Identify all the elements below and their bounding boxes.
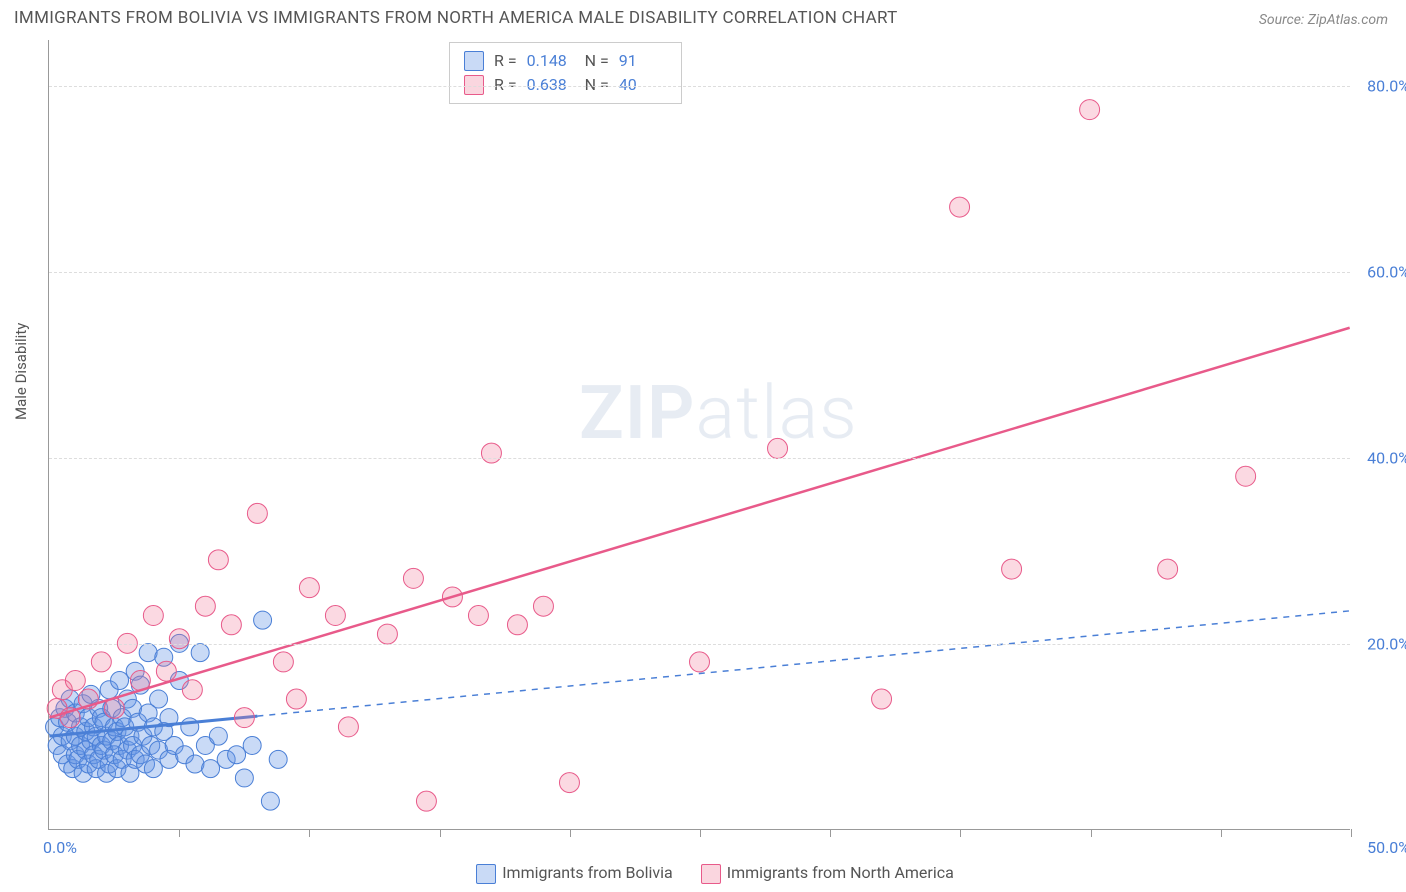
scatter-point	[65, 670, 85, 690]
x-tick	[960, 829, 961, 837]
scatter-point	[234, 708, 254, 728]
x-axis-max-label: 50.0%	[1367, 838, 1406, 857]
gridline	[49, 458, 1350, 459]
scatter-point	[533, 596, 553, 616]
scatter-point	[1158, 559, 1178, 579]
chart-title: IMMIGRANTS FROM BOLIVIA VS IMMIGRANTS FR…	[14, 8, 898, 28]
scatter-point	[768, 438, 788, 458]
scatter-point	[416, 791, 436, 811]
x-tick	[440, 829, 441, 837]
scatter-point	[403, 568, 423, 588]
scatter-point	[950, 197, 970, 217]
scatter-point	[247, 503, 267, 523]
scatter-point	[338, 717, 358, 737]
scatter-point	[325, 606, 345, 626]
scatter-point	[91, 652, 111, 672]
scatter-point	[377, 624, 397, 644]
y-tick-label: 20.0%	[1367, 635, 1406, 654]
scatter-point	[261, 792, 279, 810]
scatter-point	[507, 615, 527, 635]
swatch-icon	[701, 864, 721, 884]
swatch-icon	[476, 864, 496, 884]
legend-label: Immigrants from Bolivia	[502, 863, 673, 882]
gridline	[49, 86, 1350, 87]
scatter-point	[235, 769, 253, 787]
y-axis-label: Male Disability	[12, 323, 30, 420]
x-tick	[1221, 829, 1222, 837]
chart-plot-area: ZIPatlas R = 0.148 N = 91 R = 0.638 N = …	[48, 40, 1350, 830]
y-tick-label: 60.0%	[1367, 263, 1406, 282]
x-tick	[1351, 829, 1352, 837]
scatter-point	[690, 652, 710, 672]
x-tick	[570, 829, 571, 837]
scatter-point	[1080, 100, 1100, 120]
y-tick-label: 40.0%	[1367, 449, 1406, 468]
regression-line-extrapolated	[257, 611, 1349, 716]
scatter-point	[254, 611, 272, 629]
scatter-point	[299, 578, 319, 598]
scatter-point	[243, 736, 261, 754]
scatter-point	[156, 661, 176, 681]
scatter-point	[221, 615, 241, 635]
scatter-point	[169, 629, 189, 649]
x-tick	[700, 829, 701, 837]
scatter-point	[144, 760, 162, 778]
source-attribution: Source: ZipAtlas.com	[1259, 12, 1388, 28]
scatter-point	[191, 644, 209, 662]
scatter-point	[1236, 466, 1256, 486]
x-tick	[830, 829, 831, 837]
scatter-point	[269, 750, 287, 768]
scatter-point	[182, 680, 202, 700]
y-tick-label: 80.0%	[1367, 77, 1406, 96]
scatter-point	[273, 652, 293, 672]
scatter-svg	[49, 40, 1350, 829]
scatter-point	[111, 671, 129, 689]
scatter-point	[228, 746, 246, 764]
scatter-point	[286, 689, 306, 709]
scatter-point	[559, 773, 579, 793]
scatter-point	[208, 550, 228, 570]
gridline	[49, 644, 1350, 645]
x-tick	[309, 829, 310, 837]
legend: Immigrants from Bolivia Immigrants from …	[0, 863, 1406, 884]
scatter-point	[150, 690, 168, 708]
x-tick	[179, 829, 180, 837]
gridline	[49, 272, 1350, 273]
scatter-point	[195, 596, 215, 616]
scatter-point	[872, 689, 892, 709]
scatter-point	[1002, 559, 1022, 579]
scatter-point	[202, 760, 220, 778]
scatter-point	[481, 443, 501, 463]
scatter-point	[143, 606, 163, 626]
scatter-point	[468, 606, 488, 626]
scatter-point	[209, 727, 227, 745]
legend-label: Immigrants from North America	[727, 863, 954, 882]
x-axis-min-label: 0.0%	[43, 838, 77, 857]
x-tick	[1091, 829, 1092, 837]
